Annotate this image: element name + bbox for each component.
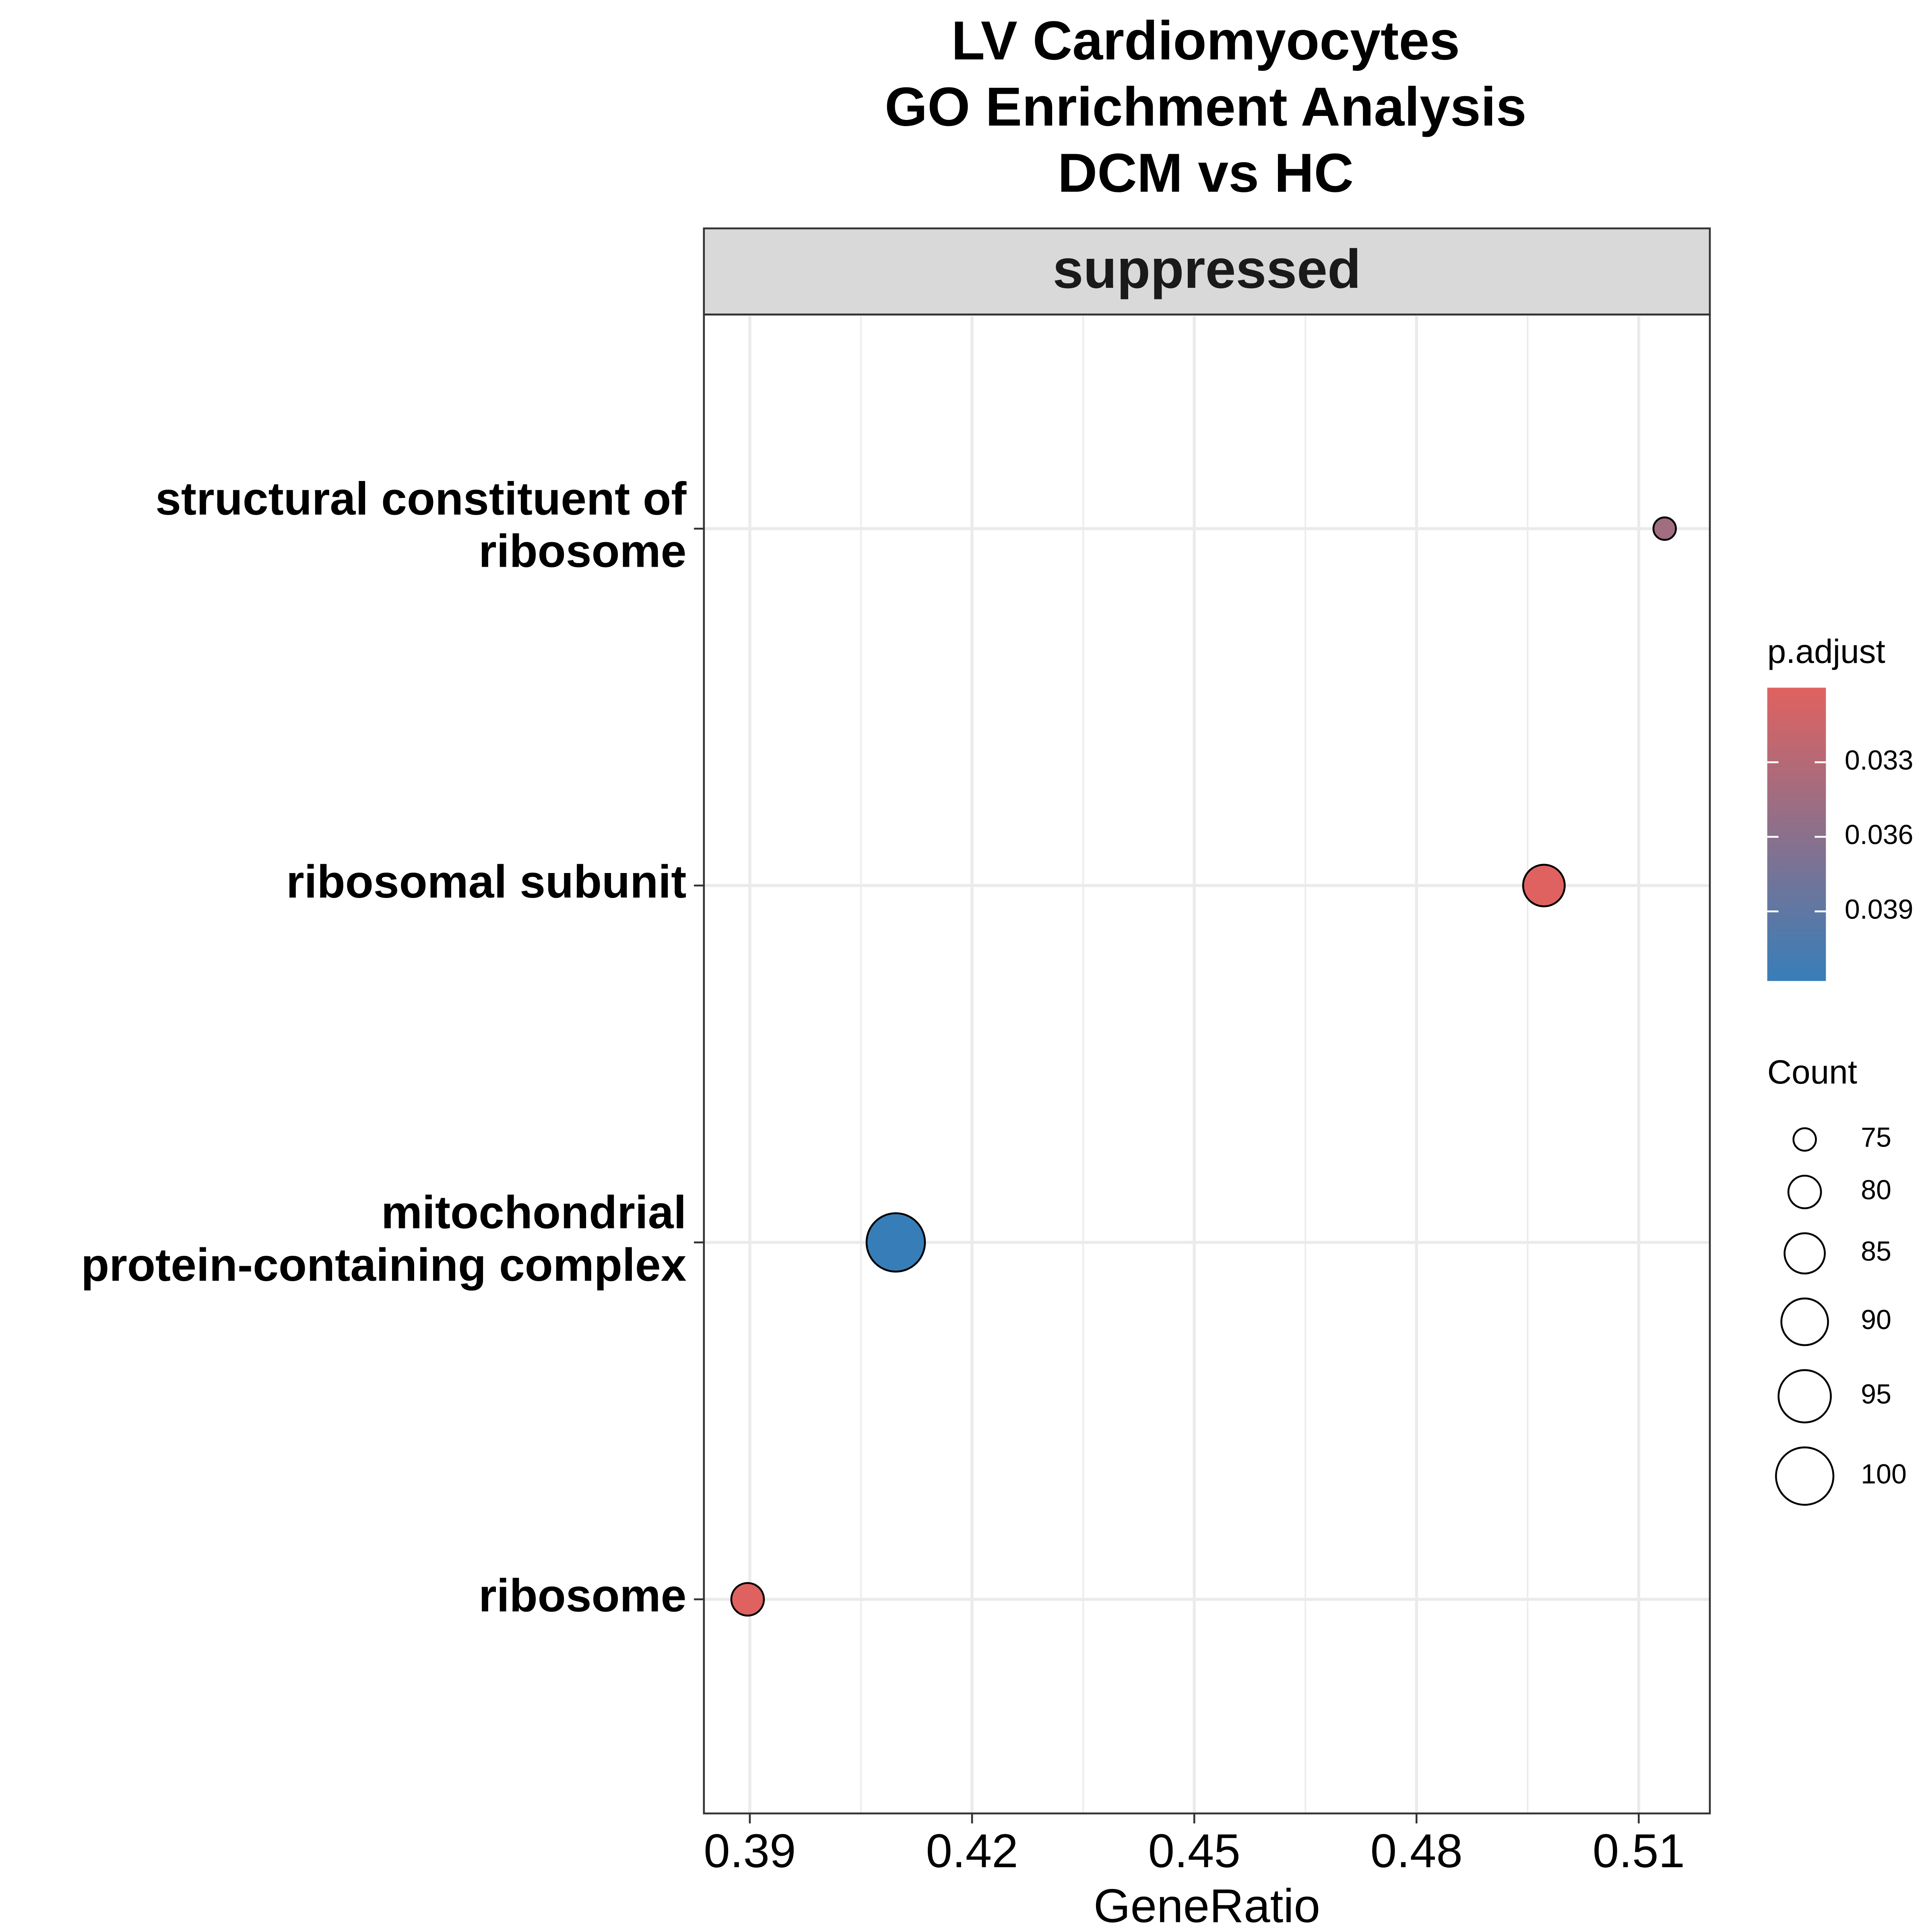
size-legend-label: 90 [1861,1305,1891,1335]
x-tick-label: 0.51 [1593,1824,1685,1877]
colorbar-label: 0.036 [1845,819,1913,850]
panel-border [703,314,1711,1814]
chart-title: DCM vs HC [1058,142,1354,203]
y-tick-label: ribosomal subunit [286,856,686,908]
size-legend-label: 75 [1861,1122,1891,1153]
legend-title: p.adjust [1767,632,1885,670]
size-legend-key [1780,1297,1829,1346]
x-tick-label: 0.39 [704,1824,796,1877]
size-legend-key [1783,1232,1826,1275]
size-legend-label: 95 [1861,1379,1891,1410]
dot [1522,864,1566,908]
size-legend-key [1787,1174,1822,1210]
size-legend-label: 80 [1861,1174,1891,1205]
colorbar-label: 0.039 [1845,894,1913,925]
size-legend-key [1777,1369,1832,1424]
x-axis-title: GeneRatio [1094,1879,1320,1932]
colorbar [1767,687,1826,981]
dot [1652,516,1677,541]
size-legend-label: 100 [1861,1459,1907,1489]
y-tick-label: structural constituent of ribosome [155,473,687,577]
y-tick-label: ribosome [479,1570,686,1622]
x-tick-label: 0.45 [1148,1824,1241,1877]
x-tick-label: 0.42 [926,1824,1018,1877]
y-tick-label: mitochondrial protein-containing complex [81,1187,686,1291]
legend-title: Count [1767,1053,1857,1091]
x-tick-label: 0.48 [1371,1824,1463,1877]
dot [865,1212,926,1273]
dot [730,1582,765,1617]
colorbar-label: 0.033 [1845,745,1913,776]
chart-title: GO Enrichment Analysis [885,76,1527,137]
facet-label: suppressed [1053,238,1361,299]
chart-title: LV Cardiomyocytes [952,10,1460,71]
size-legend-key [1775,1446,1835,1506]
size-legend-label: 85 [1861,1236,1891,1267]
size-legend-key [1792,1127,1817,1152]
facet-strip [703,227,1711,316]
